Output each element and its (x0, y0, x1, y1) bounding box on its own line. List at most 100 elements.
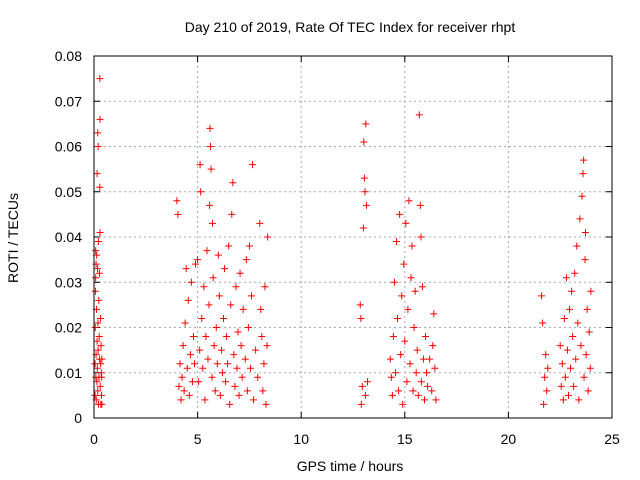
data-point (178, 373, 186, 381)
data-point (180, 387, 188, 395)
data-point (410, 324, 418, 331)
x-tick-label: 15 (397, 431, 413, 447)
y-tick-label: 0.03 (55, 274, 82, 290)
data-point (199, 364, 207, 372)
y-tick-label: 0.04 (55, 229, 82, 245)
data-point (241, 355, 249, 363)
data-point (256, 219, 264, 227)
data-point (405, 197, 413, 205)
data-point (362, 120, 370, 128)
data-point (583, 305, 591, 313)
data-point (581, 228, 589, 236)
data-point (250, 396, 258, 404)
data-point (91, 287, 99, 295)
data-point (209, 219, 217, 227)
data-point (574, 319, 582, 327)
data-point (560, 314, 568, 322)
data-point (207, 165, 215, 173)
data-point (222, 378, 230, 386)
data-point (417, 378, 425, 386)
data-point (359, 224, 367, 232)
data-point (192, 260, 200, 268)
data-point (249, 161, 257, 169)
data-point (357, 314, 365, 322)
data-point (183, 364, 191, 372)
data-point (217, 346, 225, 354)
data-point (206, 201, 214, 209)
data-point (226, 400, 234, 408)
data-point (205, 301, 213, 309)
chart-title: Day 210 of 2019, Rate Of TEC Index for r… (185, 19, 516, 35)
data-point (232, 283, 240, 291)
data-point (556, 342, 564, 350)
data-point (388, 391, 396, 399)
data-point (264, 233, 272, 241)
data-point (395, 387, 403, 395)
data-point (228, 210, 236, 218)
data-points (91, 75, 595, 408)
data-point (96, 382, 104, 390)
data-point (252, 346, 260, 354)
x-tick-label: 5 (194, 431, 202, 447)
data-point (94, 265, 102, 273)
data-point (237, 342, 245, 350)
data-point (189, 333, 197, 341)
data-point (413, 346, 421, 354)
data-point (587, 287, 595, 295)
data-point (418, 283, 426, 291)
data-point (91, 324, 99, 331)
data-point (426, 355, 434, 363)
data-point (182, 265, 190, 273)
data-point (257, 305, 265, 313)
plot-area-border (93, 55, 613, 419)
data-point (242, 256, 250, 264)
data-point (244, 324, 252, 331)
data-point (203, 247, 211, 255)
y-tick-label: 0.06 (55, 139, 82, 155)
data-point (95, 296, 103, 304)
data-point (186, 351, 194, 359)
data-point (96, 183, 104, 191)
data-point (209, 274, 217, 282)
data-point (98, 355, 106, 363)
data-point (92, 274, 100, 282)
data-point (214, 251, 222, 259)
data-point (94, 129, 102, 137)
data-point (179, 342, 187, 350)
data-point (96, 228, 104, 236)
grid (94, 56, 612, 418)
data-point (246, 364, 254, 372)
data-point (218, 369, 226, 377)
data-point (387, 373, 395, 381)
data-point (394, 314, 402, 322)
y-tick-label: 0 (74, 410, 82, 426)
data-point (576, 215, 584, 223)
data-point (544, 364, 552, 372)
data-point (391, 369, 399, 377)
data-point (94, 387, 102, 395)
data-point (404, 305, 412, 313)
data-point (239, 305, 247, 313)
data-point (185, 391, 193, 399)
data-point (259, 387, 267, 395)
data-point (584, 387, 592, 395)
data-point (216, 391, 224, 399)
x-tick-label: 10 (293, 431, 309, 447)
data-point (188, 378, 196, 386)
data-point (196, 346, 204, 354)
data-point (408, 242, 416, 250)
data-point (97, 360, 105, 368)
data-point (356, 301, 364, 309)
data-point (260, 360, 268, 368)
data-point (194, 256, 202, 264)
data-point (227, 301, 235, 309)
data-point (401, 337, 409, 345)
data-point (202, 333, 210, 341)
data-point (403, 378, 411, 386)
data-point (97, 391, 105, 399)
data-point (93, 337, 101, 345)
data-point (361, 188, 369, 196)
data-point (190, 360, 198, 368)
data-point (431, 364, 439, 372)
data-point (258, 333, 266, 341)
